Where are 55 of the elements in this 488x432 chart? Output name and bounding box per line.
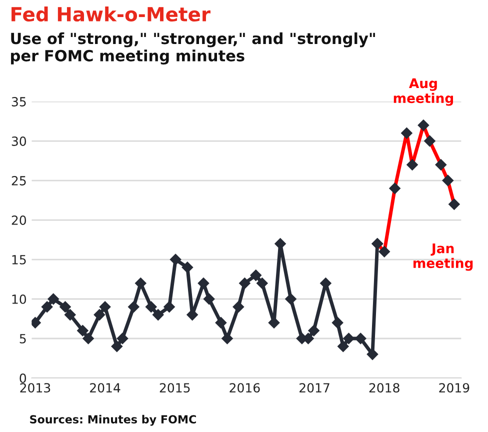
annotation: Aug meeting: [394, 78, 453, 106]
point: [232, 301, 244, 313]
point: [170, 254, 182, 266]
y-tick-label: 5: [20, 334, 26, 344]
x-tick-label: 2017: [300, 383, 330, 393]
point: [60, 301, 71, 313]
point: [338, 340, 349, 352]
point: [182, 262, 194, 274]
y-tick-label: 0: [20, 373, 26, 383]
point: [285, 293, 296, 305]
point: [128, 301, 140, 313]
point: [94, 309, 106, 320]
y-tick-label: 15: [12, 255, 26, 264]
point: [355, 332, 366, 344]
point: [332, 317, 344, 328]
y-tick-label: 20: [12, 215, 26, 225]
chart-subtitle: Use of "strong," "stronger," and "strongly" per FOMC meeting minutes: [11, 32, 375, 65]
point: [99, 301, 111, 313]
point: [203, 293, 215, 305]
y-tick-label: 10: [12, 294, 26, 304]
point: [82, 332, 94, 344]
x-tick-label: 2018: [369, 383, 400, 393]
point: [222, 332, 233, 344]
point: [111, 340, 123, 352]
point: [256, 278, 268, 289]
point: [64, 309, 76, 320]
point: [343, 332, 354, 344]
x-tick-label: 2016: [230, 383, 260, 393]
point: [239, 278, 250, 289]
y-tick-label: 25: [12, 176, 26, 186]
chart-title: Fed Hawk-o-Meter: [12, 6, 210, 22]
point: [41, 301, 53, 313]
x-tick-label: 2014: [90, 383, 120, 393]
y-tick-label: 30: [12, 136, 26, 146]
point: [77, 324, 88, 336]
source-note: Sources: Minutes by FOMC: [30, 414, 196, 426]
point: [250, 270, 262, 281]
y-tick-label: 35: [12, 96, 26, 106]
x-tick-label: 2015: [160, 383, 190, 393]
point: [135, 278, 146, 289]
point: [215, 317, 227, 328]
point: [116, 332, 128, 344]
point: [366, 348, 378, 360]
point: [164, 301, 175, 313]
x-tick-label: 2019: [439, 383, 470, 393]
point: [274, 238, 286, 250]
point: [146, 301, 157, 313]
point: [152, 309, 164, 320]
point: [308, 324, 320, 336]
x-tick-label: 2013: [20, 383, 50, 393]
point: [186, 309, 198, 320]
point: [48, 293, 59, 305]
annotation: Jan meeting: [414, 244, 473, 271]
point: [198, 278, 210, 289]
point: [268, 317, 280, 328]
